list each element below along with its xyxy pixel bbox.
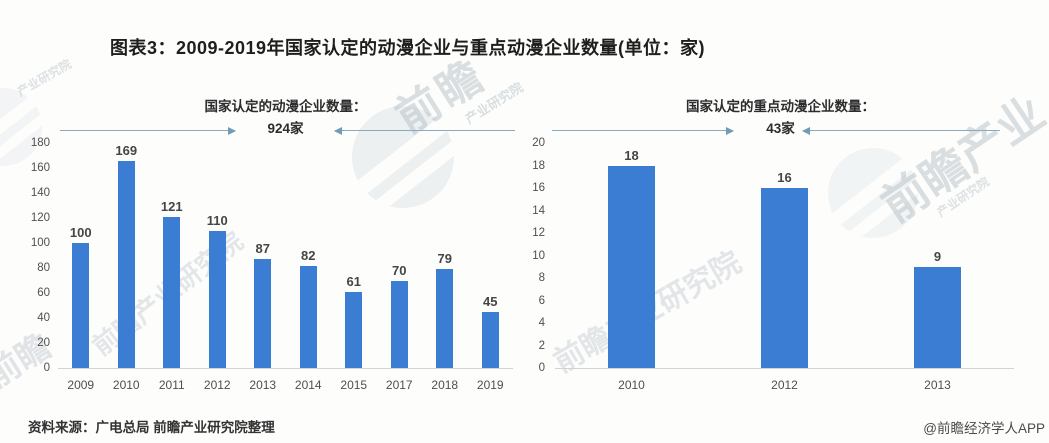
bar [208, 230, 226, 368]
bar [761, 188, 808, 368]
y-tick-label: 60 [37, 287, 50, 299]
bar-group-2017: 70 2017 [377, 143, 423, 393]
bar [914, 266, 961, 368]
bar [72, 243, 90, 368]
x-tick-label: 2014 [294, 378, 322, 392]
bar-group-2013: 9 2013 [861, 143, 1014, 392]
x-tick-label: 2010 [112, 378, 140, 392]
bar [436, 269, 454, 368]
bar [481, 311, 499, 368]
value-label: 61 [346, 273, 361, 289]
value-label: 110 [206, 212, 228, 228]
y-tick-label: 4 [538, 317, 545, 329]
x-tick-label: 2019 [476, 378, 504, 392]
bar-group-2014: 82 2014 [286, 143, 332, 393]
right-chart-annotation: 国家认定的重点动漫企业数量： 43家 [516, 98, 1045, 137]
bar [299, 265, 317, 368]
y-tick-label: 20 [37, 337, 50, 349]
y-tick-label: 160 [30, 162, 50, 174]
x-tick-label: 2013 [249, 378, 277, 392]
y-tick-label: 20 [532, 137, 545, 149]
bar-group-2013: 87 2013 [240, 143, 286, 392]
x-tick-label: 2015 [340, 378, 368, 392]
y-tick-label: 40 [37, 312, 50, 324]
bar [163, 216, 181, 368]
x-tick-label: 2012 [203, 378, 231, 392]
value-label: 169 [115, 143, 138, 158]
bar [345, 291, 363, 368]
y-tick-label: 100 [30, 237, 50, 249]
y-tick-label: 6 [538, 294, 545, 307]
right-chart-plot-area: 18 2010 16 2012 9 2013 [555, 143, 1014, 392]
bar-group-2012: 16 2012 [708, 143, 861, 392]
bar-group-2010: 169 2010 [104, 143, 150, 392]
y-tick-label: 2 [538, 339, 545, 352]
annotation-arrow-right-icon [60, 126, 236, 135]
y-tick-label: 14 [532, 204, 545, 217]
x-tick-label: 2009 [67, 378, 95, 392]
bar-group-2012: 110 2012 [195, 143, 241, 393]
y-tick-label: 16 [532, 182, 545, 194]
left-chart-plot-area: 100 2009 169 2010 121 2011 110 2012 87 2013 82 2014… [58, 143, 514, 393]
right-chart-annotation-title: 国家认定的重点动漫企业数量： [686, 99, 875, 114]
x-tick-label: 2018 [431, 378, 459, 392]
bar-group-2019: 45 2019 [468, 143, 514, 392]
source-note: 资料来源：广电总局 前瞻产业研究院整理 [28, 420, 275, 435]
value-label: 79 [437, 251, 452, 267]
arrowhead-icon [228, 126, 236, 135]
bar-group-2009: 100 2009 [58, 143, 104, 392]
x-tick-label: 2011 [158, 378, 185, 392]
bar [390, 280, 408, 368]
value-label: 70 [392, 262, 407, 278]
value-label: 9 [933, 248, 942, 264]
value-label: 100 [69, 225, 92, 240]
bar-group-2015: 61 2015 [331, 143, 377, 392]
y-tick-label: 18 [532, 159, 545, 172]
left-chart-total-value: 924家 [267, 121, 304, 136]
arrowhead-icon [726, 126, 734, 135]
y-tick-label: 80 [37, 262, 50, 274]
bar-group-2018: 79 2018 [422, 143, 468, 392]
annotation-arrow-left-icon [334, 126, 515, 135]
right-chart-y-axis: 0 2 4 6 8 10 12 14 16 18 20 [520, 137, 545, 374]
y-tick-label: 8 [538, 272, 545, 284]
left-chart-annotation: 国家认定的动漫企业数量： 924家 [42, 98, 529, 137]
x-tick-label: 2010 [618, 378, 645, 392]
y-tick-label: 12 [532, 227, 545, 239]
y-tick-label: 180 [30, 137, 50, 149]
value-label: 45 [483, 293, 498, 309]
value-label: 82 [301, 247, 316, 263]
y-tick-label: 120 [30, 212, 50, 224]
x-tick-label: 2012 [771, 378, 798, 392]
y-tick-label: 140 [30, 187, 50, 199]
arrowhead-icon [802, 126, 810, 135]
arrowhead-icon [334, 126, 342, 135]
annotation-arrow-right-icon [552, 126, 734, 135]
left-chart-panel: 国家认定的动漫企业数量： 924家 0 20 40 60 80 100 120 140 160 1… [28, 90, 515, 402]
value-label: 87 [255, 241, 270, 257]
x-tick-label: 2013 [924, 378, 951, 392]
brand-credit: @前瞻经济学人APP [923, 421, 1045, 436]
bar [254, 259, 272, 368]
bar-group-2011: 121 2011 [149, 143, 195, 392]
value-label: 18 [624, 147, 639, 163]
x-tick-label: 2017 [385, 378, 413, 392]
bar [608, 165, 655, 368]
right-chart-total-value: 43家 [766, 121, 795, 136]
right-chart-panel: 国家认定的重点动漫企业数量： 43家 0 2 4 6 8 10 12 14 16 18 20 18 2… [520, 90, 1049, 402]
value-label: 16 [777, 170, 792, 185]
y-tick-label: 10 [532, 249, 545, 262]
y-tick-label: 0 [43, 362, 50, 374]
left-chart-y-axis: 0 20 40 60 80 100 120 140 160 180 [28, 137, 50, 374]
annotation-arrow-left-icon [802, 126, 1000, 135]
bar-group-2010: 18 2010 [555, 143, 708, 392]
value-label: 121 [160, 198, 183, 214]
left-chart-annotation-title: 国家认定的动漫企业数量： [204, 99, 367, 114]
y-tick-label: 0 [538, 362, 545, 374]
figure-title: 图表3：2009-2019年国家认定的动漫企业与重点动漫企业数量(单位：家) [109, 38, 706, 58]
bar [117, 161, 135, 368]
